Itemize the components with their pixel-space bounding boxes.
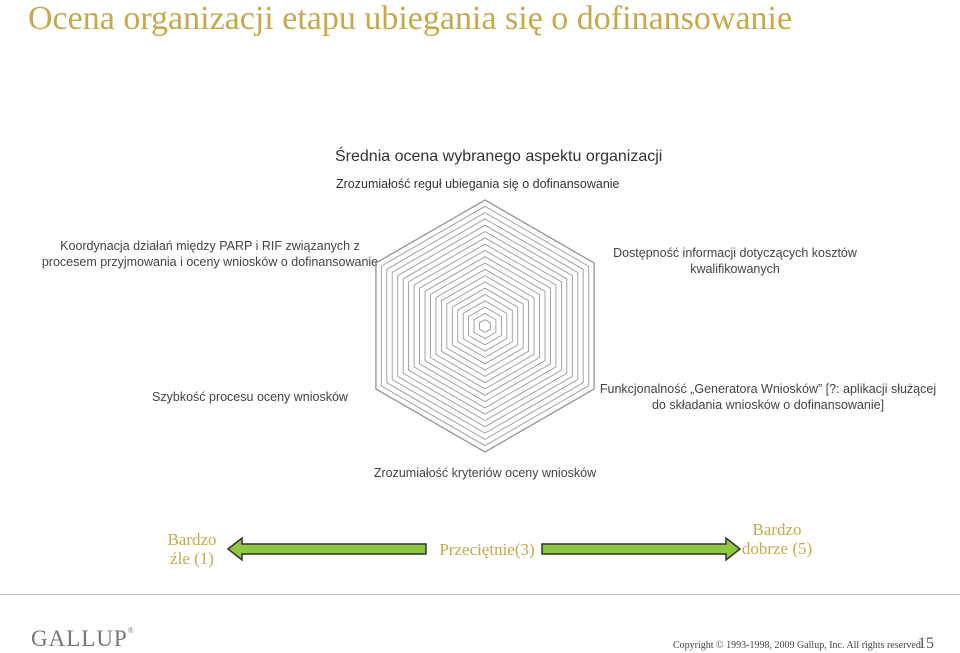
scale-label-very-bad: Bardzo źle (1)	[167, 530, 217, 568]
scale-label-very-good: Bardzo dobrze (5)	[741, 520, 813, 558]
chart-title: Średnia ocena wybranego aspektu organiza…	[335, 148, 663, 165]
axis-label-evaluation-criteria: Zrozumiałość kryteriów oceny wniosków	[373, 466, 597, 480]
radar-grid-ring	[457, 293, 513, 359]
rating-scale-arrows	[226, 536, 742, 562]
gallup-logo: GALLUP®	[31, 626, 135, 651]
radar-grid-ring	[435, 268, 535, 384]
radar-grid-ring	[424, 256, 546, 396]
scale-label-average: Przeciętnie(3)	[439, 540, 535, 559]
radar-grid-ring	[479, 319, 491, 333]
radar-grid-ring	[391, 218, 579, 434]
radar-grid-ring	[386, 212, 584, 440]
radar-grid-ring	[429, 262, 541, 390]
radar-grid-ring	[419, 249, 551, 403]
axis-label-coordination: Koordynacja działań między PARP i RIF zw…	[41, 239, 379, 269]
copyright-notice: Copyright © 1993-1998, 2009 Gallup, Inc.…	[673, 640, 924, 651]
radar-grid-ring	[446, 281, 524, 371]
radar-grid-ring	[402, 230, 568, 422]
radar-grid-ring	[451, 287, 519, 365]
radar-grid-ring	[468, 306, 502, 346]
page-number: 15	[918, 635, 934, 652]
radar-grid-ring	[413, 243, 557, 409]
radar-grid-ring	[440, 275, 530, 377]
axis-label-eligible-costs: Dostępność informacji dotyczących kosztó…	[613, 246, 857, 276]
radar-grid-ring	[473, 312, 497, 340]
chart-subtitle: Zrozumiałość reguł ubiegania się o dofin…	[336, 177, 620, 191]
radar-grid-ring	[408, 237, 562, 415]
scale-arrow-right	[541, 536, 742, 562]
axis-label-evaluation-speed: Szybkość procesu oceny wniosków	[152, 390, 348, 404]
scale-arrow-left	[226, 536, 427, 562]
axis-label-generator-functionality: Funkcjonalność „Generatora Wniosków” [?:…	[599, 382, 937, 412]
slide-title: Ocena organizacji etapu ubiegania się o …	[28, 0, 793, 37]
radar-grid-ring	[375, 199, 595, 453]
radar-grid-ring	[380, 205, 590, 447]
radar-grid-ring	[397, 224, 573, 428]
radar-grid-ring	[462, 300, 508, 352]
radar-chart	[375, 199, 595, 453]
footer-divider	[0, 594, 960, 595]
